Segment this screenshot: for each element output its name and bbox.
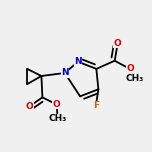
Text: F: F <box>93 101 99 110</box>
Text: O: O <box>53 100 60 109</box>
Text: CH₃: CH₃ <box>126 74 144 83</box>
Text: O: O <box>25 102 33 111</box>
Text: N: N <box>61 68 69 78</box>
Text: N: N <box>74 57 82 66</box>
Text: O: O <box>126 64 134 73</box>
Text: CH₃: CH₃ <box>48 114 67 123</box>
Text: O: O <box>114 39 122 48</box>
